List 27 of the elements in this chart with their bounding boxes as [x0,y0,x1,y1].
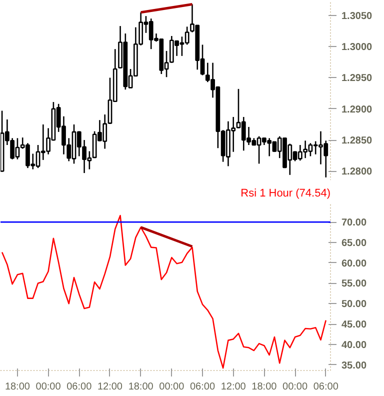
y-tick-label: 1.2900 [342,104,373,116]
x-tick-label: 18:00 [128,382,154,392]
y-tick-label: 65.00 [342,238,367,249]
x-tick-label: 06:00 [313,382,339,392]
x-tick-label: 18:00 [4,382,30,392]
x-tick-label: 18:00 [252,382,278,392]
x-tick-label: 12:00 [97,382,123,392]
y-tick-label: 70.00 [342,218,367,229]
chart-title: Rsi 1 Hour (74.54) [240,188,331,200]
y-tick-label: 50.00 [342,299,367,310]
x-tick-label: 00:00 [159,382,185,392]
x-tick-label: 00:00 [282,382,308,392]
y-tick-label: 35.00 [342,360,367,372]
y-tick-label: 40.00 [342,340,367,351]
y-tick-label: 60.00 [342,258,367,270]
y-tick-label: 1.2800 [342,166,373,178]
y-tick-label: 1.2850 [342,136,373,147]
y-tick-label: 1.2950 [342,73,373,84]
y-tick-label: 45.00 [342,320,367,331]
y-tick-label: 1.3000 [342,42,373,54]
y-tick-label: 1.3050 [342,10,373,22]
x-tick-label: 00:00 [36,382,62,392]
y-tick-label: 55.00 [342,278,367,290]
line-series [1,214,327,369]
x-tick-label: 06:00 [190,382,216,392]
x-tick-label: 06:00 [66,382,92,392]
x-tick-label: 12:00 [220,382,246,392]
